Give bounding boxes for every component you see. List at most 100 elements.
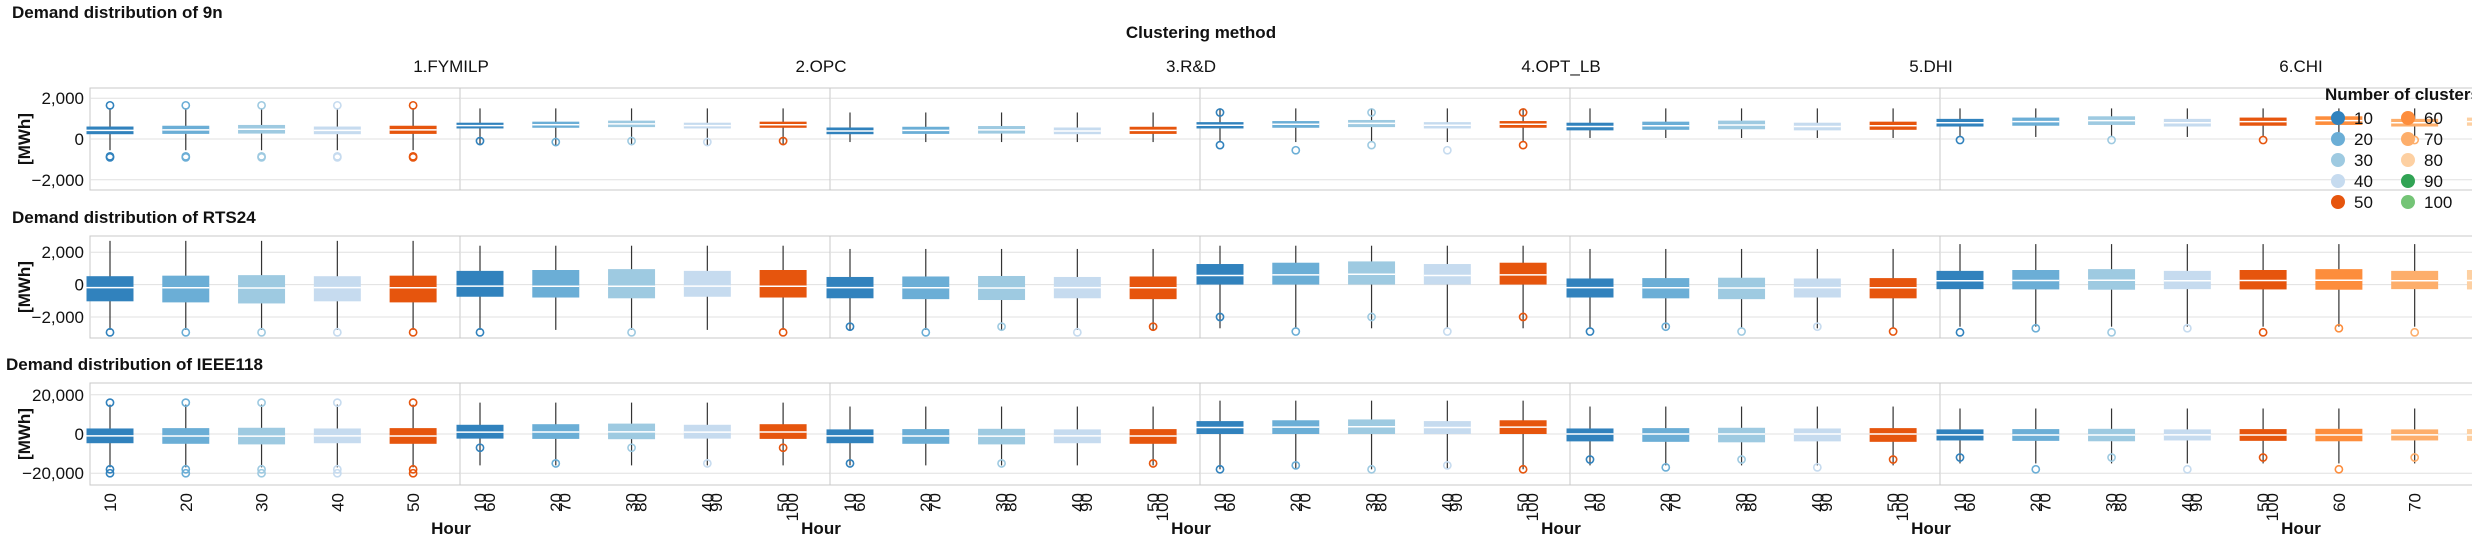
outlier-1-1-2-0: [627, 327, 636, 337]
x-tick-label-1-9: 100: [1153, 493, 1172, 521]
outlier-1-0-0-0: [105, 327, 115, 337]
x-tick-label-3-5: 60: [1590, 493, 1609, 512]
box-1-5-6: [2391, 270, 2439, 290]
outlier-2-4-0-0: [1585, 455, 1595, 464]
x-tick-label-0-2: 30: [253, 493, 272, 512]
outlier-2-0-4-0: [408, 464, 418, 474]
x-tick-label-4-1: 20: [1657, 493, 1676, 512]
box-1-1-2: [608, 269, 656, 299]
box-1-3-2: [1348, 261, 1396, 285]
x-tick-label-2-5: 60: [1220, 493, 1239, 512]
legend-label-3: 40: [2354, 172, 2373, 191]
box-1-5-7: [2466, 270, 2472, 290]
outlier-2-0-2-1: [257, 468, 266, 478]
outlier-0-0-2-2: [257, 100, 266, 110]
x-tick-label-3-0: 10: [1211, 493, 1230, 512]
outlier-2-0-0-0: [105, 464, 115, 474]
x-tick-label-1-2: 30: [623, 493, 642, 512]
outlier-0-0-3-2: [332, 100, 342, 110]
outlier-2-0-2-0: [257, 464, 266, 474]
outlier-2-0-4-1: [408, 468, 418, 478]
x-tick-label-3-4: 50: [1514, 493, 1533, 512]
outlier-1-1-4-0: [778, 327, 788, 337]
outlier-0-5-0-0: [1955, 135, 1965, 145]
outlier-1-2-1-1: [921, 327, 931, 337]
legend-swatch-9: [2401, 195, 2415, 209]
y-tick-label-0-1: 0: [75, 130, 84, 149]
outlier-0-1-0-0: [475, 136, 485, 146]
outlier-2-3-2-0: [1367, 464, 1376, 474]
outlier-0-3-4-2: [1518, 108, 1528, 117]
outlier-1-3-1-1: [1291, 327, 1301, 336]
outlier-2-0-3-0: [332, 464, 342, 474]
outlier-2-0-3-2: [332, 398, 342, 408]
x-tick-label-2-9: 100: [1523, 493, 1542, 521]
method-label-4: 5.DHI: [1909, 57, 1952, 76]
outlier-2-0-1-2: [181, 398, 191, 408]
outlier-0-0-4-2: [408, 100, 418, 110]
column-title: Clustering method: [1126, 23, 1276, 42]
outlier-1-4-4-0: [1888, 327, 1898, 336]
row-title-2: Demand distribution of IEEE118: [6, 355, 263, 374]
outlier-2-0-1-0: [181, 464, 191, 474]
outlier-0-0-0-2: [105, 100, 115, 110]
outlier-2-3-0-0: [1215, 464, 1225, 474]
outlier-1-5-2-0: [2107, 327, 2116, 337]
box-1-5-1: [2012, 270, 2060, 290]
x-tick-label-4-2: 30: [1733, 493, 1752, 512]
x-tick-label-2-3: 40: [1068, 493, 1087, 512]
x-tick-label-5-5: 60: [2330, 493, 2349, 512]
outlier-1-5-4-0: [2258, 327, 2268, 337]
outlier-1-3-3-1: [1442, 327, 1452, 336]
legend-swatch-8: [2401, 174, 2415, 188]
outlier-1-0-3-0: [332, 327, 342, 337]
outlier-0-3-2-0: [1367, 140, 1376, 150]
outlier-2-2-4-0: [1148, 459, 1158, 468]
outlier-2-2-2-0: [997, 459, 1006, 468]
outlier-2-3-4-0: [1518, 464, 1528, 474]
legend: Number of clusters 10 20 30 40 50 60 70 80 90 100: [2325, 85, 2472, 212]
x-tick-label-4-0: 10: [1581, 493, 1600, 512]
legend-swatch-1: [2331, 132, 2345, 146]
outlier-2-0-0-1: [105, 468, 115, 478]
x-tick-label-5-2: 30: [2103, 493, 2122, 512]
legend-swatch-0: [2331, 111, 2345, 125]
outlier-0-1-4-0: [778, 136, 788, 146]
box-1-5-3: [2163, 270, 2211, 290]
legend-label-7: 80: [2424, 151, 2443, 170]
outlier-2-5-4-0: [2258, 453, 2268, 462]
x-tick-label-0-0: 10: [101, 493, 120, 512]
box-1-5-0: [1936, 270, 1984, 290]
x-tick-label-1-3: 40: [698, 493, 717, 512]
x-tick-label-2-2: 30: [993, 493, 1012, 512]
panels: 1.FYMILP 2.OPC 3.R&D 4.OPT_LB 5.DHI 6.CHI [MWh…: [15, 57, 2472, 538]
row-title-1: Demand distribution of RTS24: [12, 208, 256, 227]
outlier-0-3-4-0: [1518, 140, 1528, 150]
x-tick-label-5-3: 40: [2178, 493, 2197, 512]
x-tick-label-0-4: 50: [404, 493, 423, 512]
outlier-1-1-0-0: [475, 327, 485, 337]
outlier-1-2-3-1: [1072, 327, 1082, 337]
x-tick-label-0-7: 80: [631, 493, 650, 512]
outlier-2-3-1-1: [1291, 460, 1301, 470]
outlier-2-2-0-0: [845, 459, 855, 468]
legend-label-6: 70: [2424, 130, 2443, 149]
box-1-0-1: [162, 275, 210, 303]
outlier-1-0-2-0: [257, 327, 266, 337]
outlier-0-3-1-1: [1291, 145, 1301, 155]
legend-swatch-2: [2331, 153, 2345, 167]
method-label-5: 6.CHI: [2279, 57, 2322, 76]
x-tick-label-4-9: 100: [2263, 493, 2282, 521]
outlier-2-1-1-1: [551, 459, 561, 468]
x-tick-label-0-3: 40: [328, 493, 347, 512]
outlier-0-5-2-0: [2107, 135, 2116, 145]
y-tick-label-0-2: 2,000: [41, 89, 84, 108]
box-1-3-3: [1423, 264, 1471, 285]
outlier-0-0-2-1: [257, 152, 266, 162]
box-2-4-4: [1869, 428, 1917, 442]
y-tick-label-2-0: −20,000: [22, 464, 84, 483]
outlier-2-1-4-0: [778, 443, 788, 453]
outlier-0-1-1-1: [551, 137, 561, 147]
outlier-2-1-2-0: [627, 443, 636, 453]
outlier-1-3-4-0: [1518, 312, 1528, 322]
